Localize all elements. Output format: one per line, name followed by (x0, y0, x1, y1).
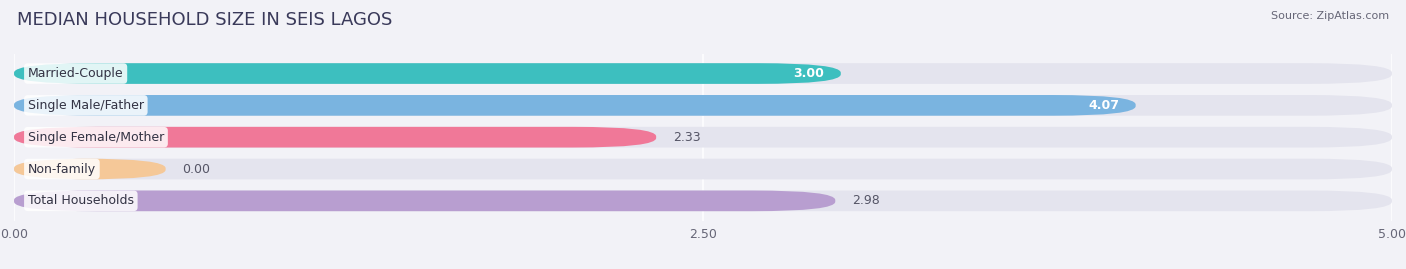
Text: 0.00: 0.00 (183, 162, 209, 175)
Text: MEDIAN HOUSEHOLD SIZE IN SEIS LAGOS: MEDIAN HOUSEHOLD SIZE IN SEIS LAGOS (17, 11, 392, 29)
FancyBboxPatch shape (14, 159, 1392, 179)
Text: 2.98: 2.98 (852, 194, 880, 207)
FancyBboxPatch shape (14, 95, 1136, 116)
Text: Married-Couple: Married-Couple (28, 67, 124, 80)
Text: Single Female/Mother: Single Female/Mother (28, 131, 165, 144)
Text: Non-family: Non-family (28, 162, 96, 175)
FancyBboxPatch shape (14, 127, 657, 147)
Text: 4.07: 4.07 (1088, 99, 1119, 112)
Text: Total Households: Total Households (28, 194, 134, 207)
Text: Single Male/Father: Single Male/Father (28, 99, 143, 112)
Text: Source: ZipAtlas.com: Source: ZipAtlas.com (1271, 11, 1389, 21)
FancyBboxPatch shape (14, 63, 1392, 84)
FancyBboxPatch shape (14, 63, 841, 84)
Text: 3.00: 3.00 (793, 67, 824, 80)
Text: 2.33: 2.33 (672, 131, 700, 144)
FancyBboxPatch shape (14, 159, 166, 179)
FancyBboxPatch shape (14, 95, 1392, 116)
FancyBboxPatch shape (14, 190, 835, 211)
FancyBboxPatch shape (14, 190, 1392, 211)
FancyBboxPatch shape (14, 127, 1392, 147)
